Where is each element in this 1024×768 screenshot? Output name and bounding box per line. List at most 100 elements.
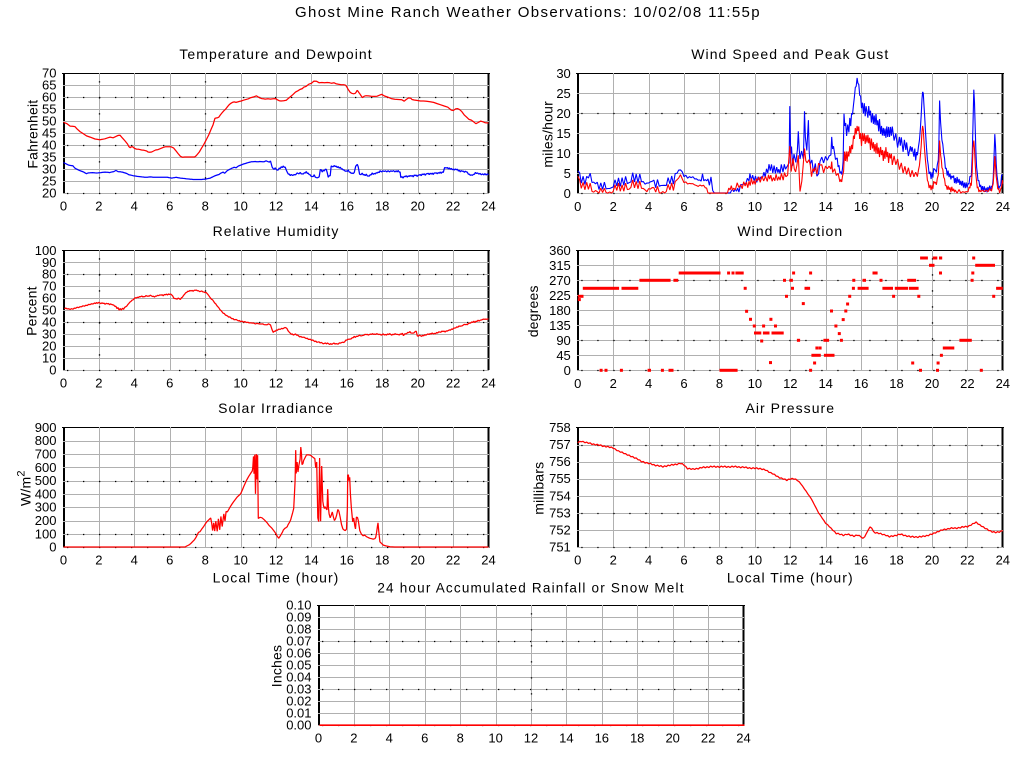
svg-text:Ghost Mine Ranch Weather Obser: Ghost Mine Ranch Weather Observations: 1… bbox=[295, 4, 761, 21]
svg-text:40: 40 bbox=[42, 138, 56, 153]
svg-text:20: 20 bbox=[665, 730, 679, 745]
svg-text:360: 360 bbox=[549, 243, 571, 258]
svg-text:2: 2 bbox=[350, 730, 357, 745]
svg-text:752: 752 bbox=[549, 523, 571, 538]
svg-text:Fahrenheit: Fahrenheit bbox=[25, 100, 41, 169]
svg-text:16: 16 bbox=[854, 553, 868, 568]
svg-text:0.00: 0.00 bbox=[286, 717, 311, 732]
svg-text:Wind Direction: Wind Direction bbox=[737, 223, 843, 239]
svg-text:20: 20 bbox=[925, 376, 939, 391]
svg-text:miles/hour: miles/hour bbox=[539, 101, 555, 168]
svg-text:50: 50 bbox=[42, 303, 56, 318]
svg-text:90: 90 bbox=[556, 333, 570, 348]
svg-text:751: 751 bbox=[549, 540, 571, 555]
svg-text:0: 0 bbox=[60, 553, 67, 568]
svg-text:24: 24 bbox=[481, 553, 495, 568]
svg-text:900: 900 bbox=[35, 420, 57, 435]
svg-text:20: 20 bbox=[925, 199, 939, 214]
svg-text:0: 0 bbox=[60, 376, 67, 391]
svg-text:10: 10 bbox=[233, 376, 247, 391]
svg-text:18: 18 bbox=[889, 376, 903, 391]
svg-text:10: 10 bbox=[748, 199, 762, 214]
svg-text:0: 0 bbox=[564, 363, 571, 378]
svg-text:18: 18 bbox=[375, 198, 389, 213]
svg-text:4: 4 bbox=[131, 553, 138, 568]
svg-text:70: 70 bbox=[42, 279, 56, 294]
svg-text:4: 4 bbox=[131, 376, 138, 391]
svg-text:80: 80 bbox=[42, 267, 56, 282]
svg-text:14: 14 bbox=[818, 199, 832, 214]
svg-text:24: 24 bbox=[996, 199, 1010, 214]
svg-text:6: 6 bbox=[166, 198, 173, 213]
svg-text:0: 0 bbox=[49, 540, 56, 555]
svg-text:12: 12 bbox=[783, 553, 797, 568]
svg-text:0: 0 bbox=[574, 199, 581, 214]
svg-text:6: 6 bbox=[421, 730, 428, 745]
svg-text:Temperature and Dewpoint: Temperature and Dewpoint bbox=[179, 46, 372, 62]
svg-text:22: 22 bbox=[960, 199, 974, 214]
svg-text:20: 20 bbox=[410, 198, 424, 213]
svg-text:8: 8 bbox=[716, 199, 723, 214]
svg-text:8: 8 bbox=[716, 376, 723, 391]
svg-text:W/m2: W/m2 bbox=[16, 470, 34, 506]
svg-text:Solar Irradiance: Solar Irradiance bbox=[218, 400, 334, 416]
svg-text:315: 315 bbox=[549, 258, 571, 273]
svg-text:0.10: 0.10 bbox=[286, 598, 311, 613]
svg-text:10: 10 bbox=[233, 198, 247, 213]
svg-text:0: 0 bbox=[574, 376, 581, 391]
svg-text:0: 0 bbox=[49, 363, 56, 378]
svg-text:0: 0 bbox=[574, 553, 581, 568]
svg-text:0.07: 0.07 bbox=[286, 634, 311, 649]
svg-text:40: 40 bbox=[42, 315, 56, 330]
svg-text:55: 55 bbox=[42, 102, 56, 117]
svg-text:100: 100 bbox=[35, 243, 57, 258]
svg-text:24: 24 bbox=[481, 376, 495, 391]
svg-text:18: 18 bbox=[889, 553, 903, 568]
svg-text:18: 18 bbox=[630, 730, 644, 745]
svg-text:756: 756 bbox=[549, 454, 571, 469]
svg-text:14: 14 bbox=[304, 198, 318, 213]
svg-text:200: 200 bbox=[35, 513, 57, 528]
svg-text:8: 8 bbox=[202, 553, 209, 568]
svg-text:45: 45 bbox=[556, 348, 570, 363]
svg-text:757: 757 bbox=[549, 437, 571, 452]
svg-text:50: 50 bbox=[42, 114, 56, 129]
svg-text:24: 24 bbox=[996, 376, 1010, 391]
svg-text:24: 24 bbox=[481, 198, 495, 213]
svg-text:30: 30 bbox=[42, 327, 56, 342]
svg-text:60: 60 bbox=[42, 291, 56, 306]
svg-text:2: 2 bbox=[95, 198, 102, 213]
svg-text:22: 22 bbox=[446, 376, 460, 391]
svg-text:25: 25 bbox=[556, 86, 570, 101]
svg-text:22: 22 bbox=[701, 730, 715, 745]
svg-text:10: 10 bbox=[488, 730, 502, 745]
svg-text:45: 45 bbox=[42, 126, 56, 141]
svg-text:14: 14 bbox=[559, 730, 573, 745]
svg-text:600: 600 bbox=[35, 460, 57, 475]
svg-text:0.05: 0.05 bbox=[286, 658, 311, 673]
svg-text:2: 2 bbox=[610, 376, 617, 391]
svg-text:18: 18 bbox=[375, 376, 389, 391]
svg-text:4: 4 bbox=[131, 198, 138, 213]
svg-text:24 hour Accumulated Rainfall o: 24 hour Accumulated Rainfall or Snow Mel… bbox=[377, 580, 684, 595]
svg-text:16: 16 bbox=[340, 198, 354, 213]
svg-text:0: 0 bbox=[564, 186, 571, 201]
svg-text:10: 10 bbox=[748, 376, 762, 391]
svg-text:14: 14 bbox=[818, 376, 832, 391]
svg-text:Percent: Percent bbox=[24, 286, 40, 336]
svg-text:24: 24 bbox=[736, 730, 750, 745]
svg-text:2: 2 bbox=[95, 553, 102, 568]
svg-text:15: 15 bbox=[556, 126, 570, 141]
svg-text:10: 10 bbox=[42, 351, 56, 366]
svg-text:2: 2 bbox=[95, 376, 102, 391]
svg-text:700: 700 bbox=[35, 447, 57, 462]
svg-text:20: 20 bbox=[42, 339, 56, 354]
svg-text:22: 22 bbox=[446, 198, 460, 213]
svg-text:Wind Speed and Peak Gust: Wind Speed and Peak Gust bbox=[691, 46, 889, 62]
svg-text:12: 12 bbox=[524, 730, 538, 745]
svg-text:16: 16 bbox=[854, 199, 868, 214]
svg-text:14: 14 bbox=[304, 376, 318, 391]
svg-text:Local Time (hour): Local Time (hour) bbox=[213, 570, 340, 586]
svg-text:180: 180 bbox=[549, 303, 571, 318]
svg-text:2: 2 bbox=[610, 199, 617, 214]
